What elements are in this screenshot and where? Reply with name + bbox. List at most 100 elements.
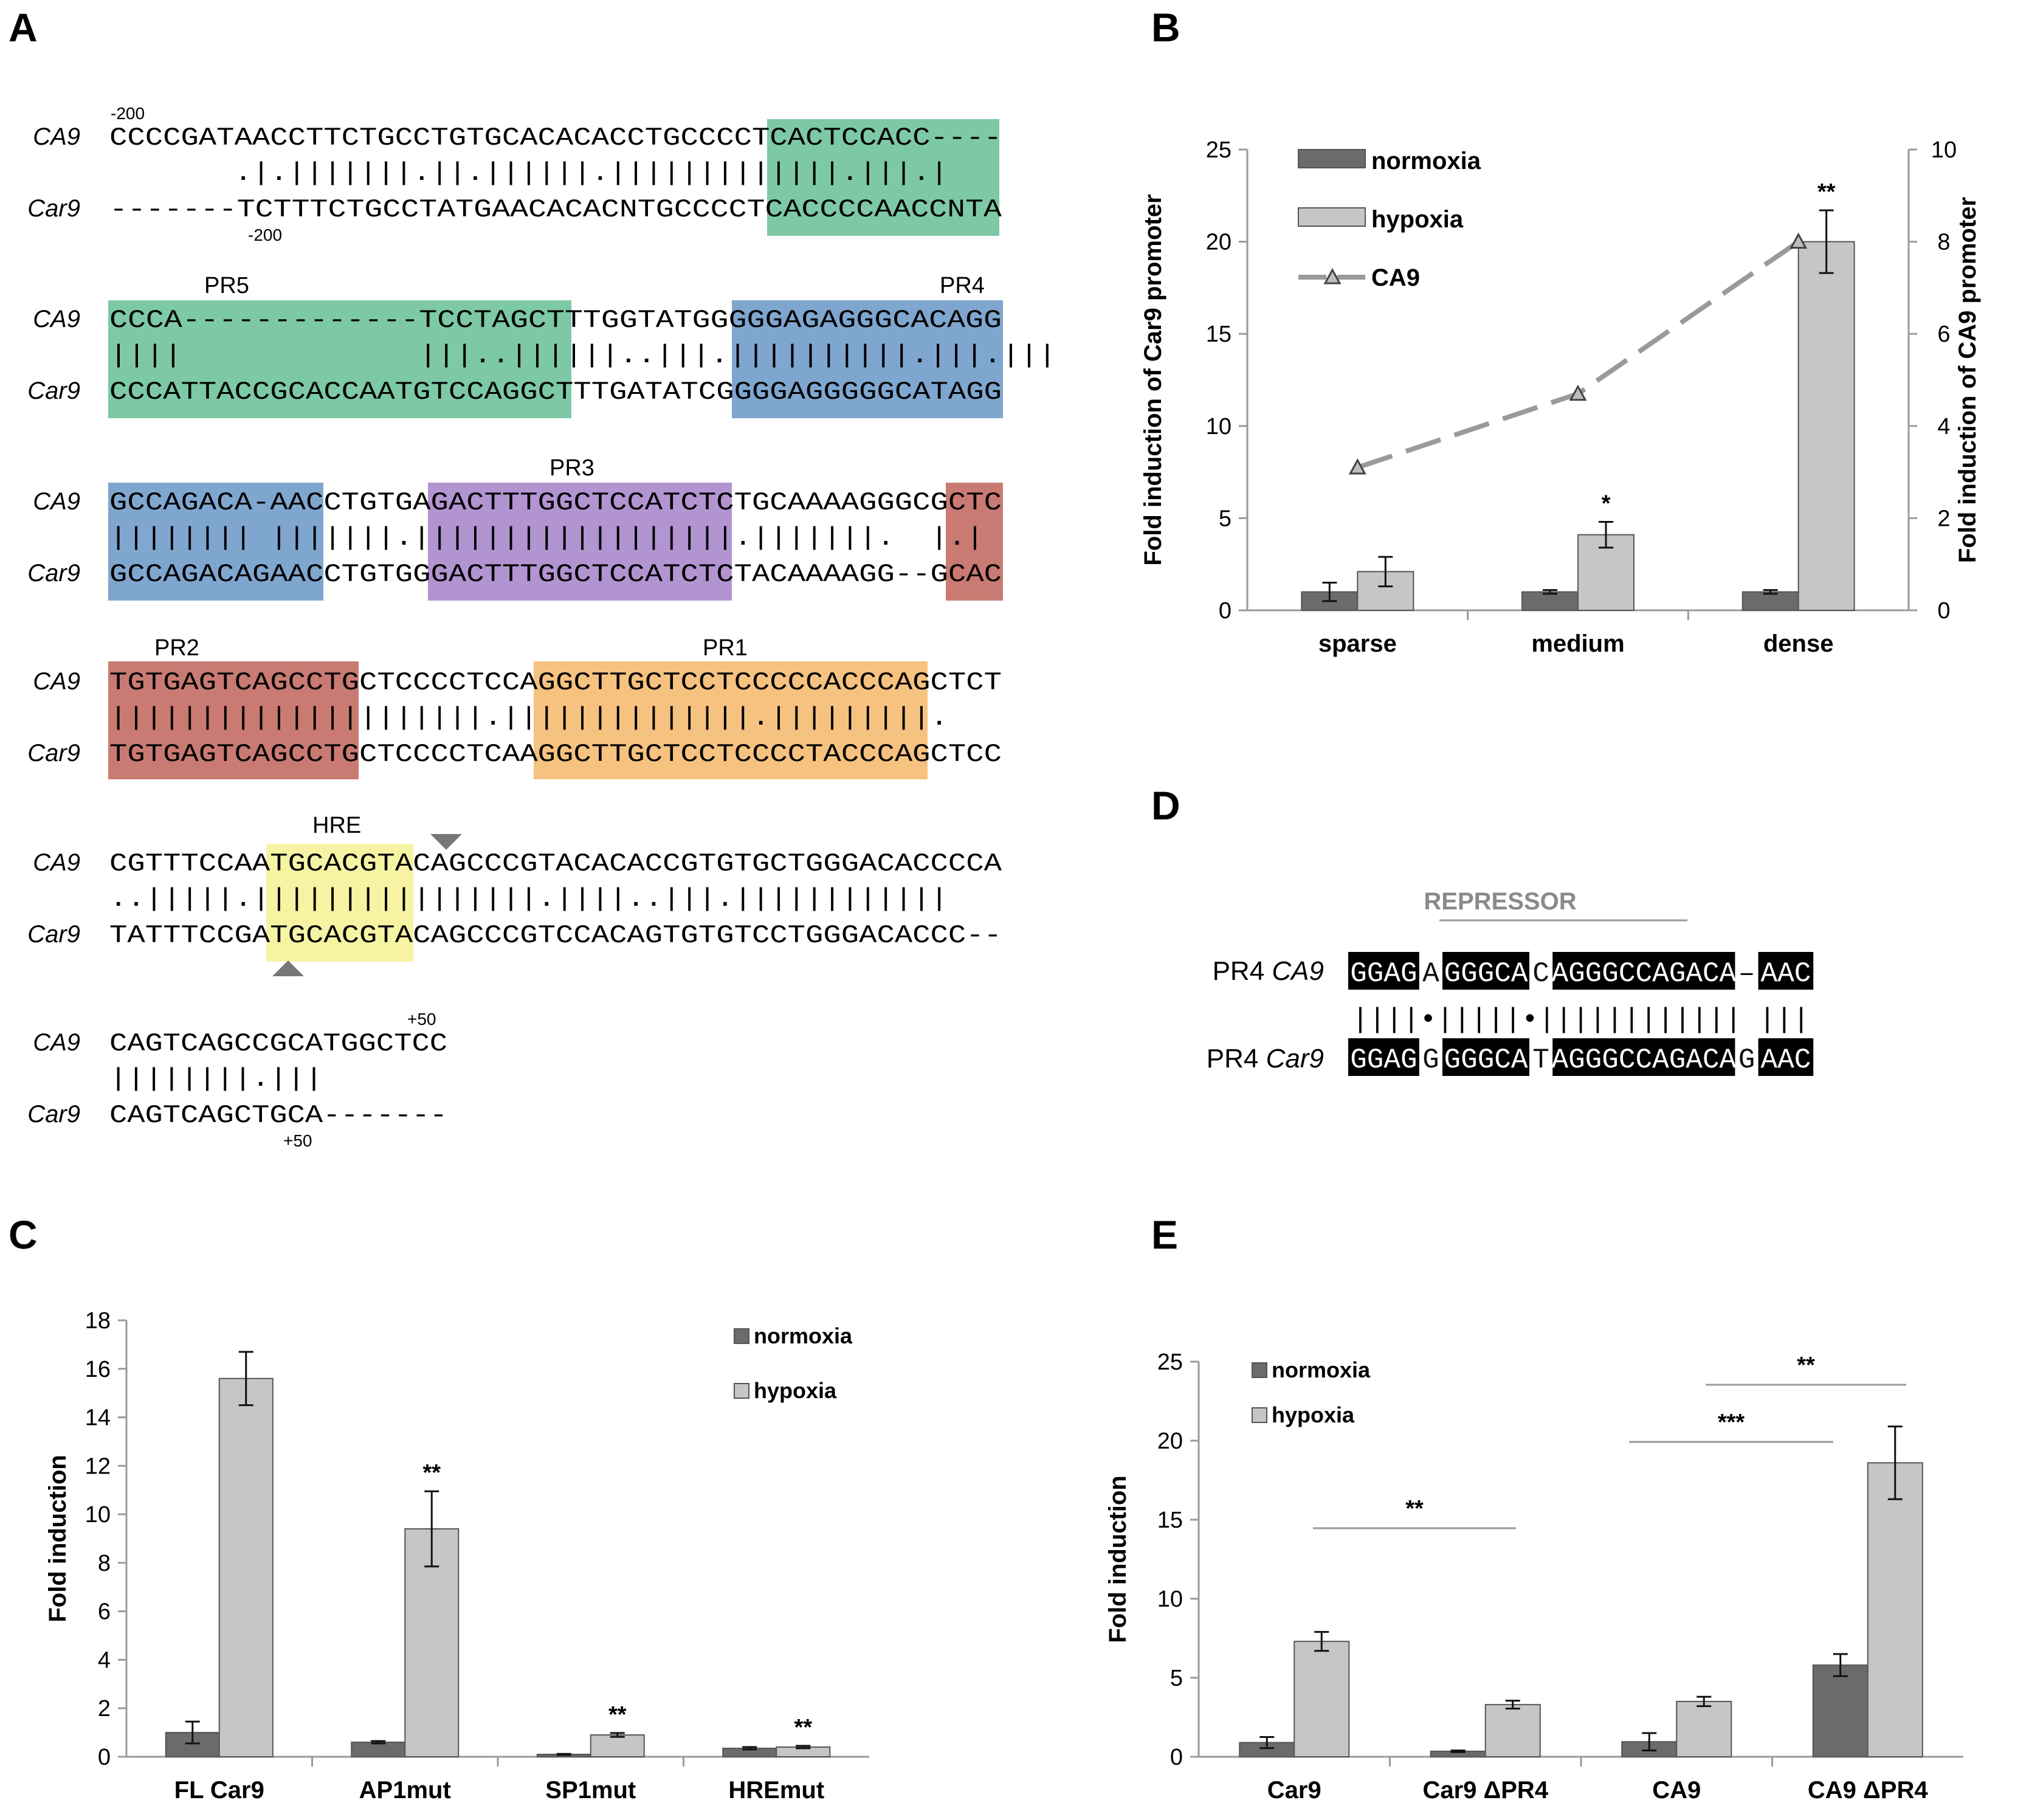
legend-swatch-normoxia xyxy=(734,1328,749,1344)
ca9-point xyxy=(1790,232,1808,249)
panel-d-match-line: ||||•|||||•|||||||||||| ||| xyxy=(1352,1004,1810,1036)
block-car9-text: AAC xyxy=(1760,1044,1811,1076)
legend-label-normoxia: normoxia xyxy=(754,1323,853,1348)
panel-label-a: A xyxy=(9,5,38,50)
highlight-pr4-row3 xyxy=(108,483,323,601)
gene-label-ca9: CA9 xyxy=(33,1029,80,1056)
block-ca9-text: AAC xyxy=(1760,958,1811,990)
ca9-point xyxy=(1569,384,1587,401)
bar-hypoxia xyxy=(218,1377,274,1758)
region-label-pr3: PR3 xyxy=(549,455,594,481)
highlight-pr5-row1 xyxy=(767,119,999,236)
pr4-ca9-gene: CA9 xyxy=(1272,956,1324,986)
gene-label-car9: Car9 xyxy=(27,740,80,767)
gene-label-car9: Car9 xyxy=(27,921,80,948)
arrow-down-icon xyxy=(430,834,462,850)
alignment-match-line: |||||||||||||||||||||.||||||||||||||.|||… xyxy=(109,703,948,732)
legend-label-hypoxia: hypoxia xyxy=(1371,206,1464,233)
region-label-pr1: PR1 xyxy=(703,635,748,661)
block-car9-text: GGGCA xyxy=(1444,1044,1528,1076)
y-tick-label: 0 xyxy=(1170,1745,1183,1770)
chart-e: 0 5 10 15 20 25 Car9 Car9 ΔPR4 CA9 CA9 ΔPR4 Fold i… xyxy=(1104,1349,1963,1804)
sequence-alignment: CA9 Car9 CCCCGATAACCTTCTGCCTGTGCACACACCTGC… xyxy=(27,104,1056,1150)
sequence-car9: GCCAGACAGAACCTGTGGGACTTTGGCTCCATCTCTACAA… xyxy=(109,560,1002,589)
block-car9-text: GGAG xyxy=(1350,1044,1417,1076)
highlight-pr5-row2 xyxy=(108,300,571,418)
pr4-ca9-label: PR4 CA9 xyxy=(1213,956,1324,986)
legend-label-hypoxia: hypoxia xyxy=(754,1378,837,1403)
block-ca9-text: AGGGCCAGACA xyxy=(1551,958,1736,990)
ca9-point xyxy=(1348,458,1366,475)
legend-label-normoxia: normoxia xyxy=(1371,148,1481,174)
y-tick-label: 14 xyxy=(85,1405,111,1431)
category-label: Car9 ΔPR4 xyxy=(1422,1777,1548,1804)
panel-label-b: B xyxy=(1151,5,1180,50)
category-label: AP1mut xyxy=(359,1777,451,1804)
alignment-match-line: ||||||||.||| xyxy=(109,1064,323,1094)
y-tick-label: 0 xyxy=(98,1745,111,1770)
sequence-car9: CCCATTACCGCACCAATGTCCAGGCTTTGATATCGGGGAG… xyxy=(109,377,1002,407)
y-tick-label: 16 xyxy=(85,1357,111,1382)
category-label: medium xyxy=(1531,630,1624,657)
sequence-ca9: CCCCGATAACCTTCTGCCTGTGCACACACCTGCCCCTCAC… xyxy=(109,123,1002,153)
alignment-match-line: |||| |||..||||||..|||.||||||||||.|||.||| xyxy=(109,341,1056,370)
highlight-pr1-row4 xyxy=(534,661,928,779)
gene-label-ca9: CA9 xyxy=(33,306,80,333)
gene-label-car9: Car9 xyxy=(27,195,80,222)
y-tick-label: 6 xyxy=(98,1599,111,1625)
position-label-car9: +50 xyxy=(283,1131,312,1150)
y-tick-label: 18 xyxy=(85,1308,111,1334)
gene-label-ca9: CA9 xyxy=(33,849,80,876)
gene-label-car9: Car9 xyxy=(27,1101,80,1128)
y-axis-label: Fold induction xyxy=(1104,1475,1131,1643)
bar-hypoxia xyxy=(1294,1641,1350,1757)
block-ca9-text: GGAG xyxy=(1350,958,1417,990)
region-label-hre: HRE xyxy=(312,813,361,838)
y-tick-label: 10 xyxy=(85,1502,111,1528)
gene-label-car9: Car9 xyxy=(27,377,80,404)
bar-hypoxia xyxy=(1676,1701,1732,1757)
region-label-pr2: PR2 xyxy=(154,635,199,661)
bar-hypoxia xyxy=(1484,1704,1541,1757)
y-tick-label: 15 xyxy=(1206,322,1232,347)
highlight-pr2-row3 xyxy=(946,483,1003,601)
repressor-header: REPRESSOR xyxy=(1424,888,1576,915)
y-tick-label: 15 xyxy=(1157,1508,1183,1533)
y2-tick-label: 2 xyxy=(1937,506,1950,531)
significance-marker: * xyxy=(1602,491,1611,516)
sequence-car9: -------TCTTTCTGCCTATGAACACACNTGCCCCTCACC… xyxy=(109,195,1002,224)
y-tick-label: 12 xyxy=(85,1453,111,1479)
y-tick-label: 4 xyxy=(98,1647,111,1673)
category-label: Car9 xyxy=(1267,1777,1321,1804)
block-car9 xyxy=(1552,1038,1735,1076)
position-label-ca9: +50 xyxy=(407,1010,436,1029)
y-tick-label: 20 xyxy=(1206,230,1232,255)
y-tick-label: 0 xyxy=(1219,598,1232,624)
sequence-ca9: TGTGAGTCAGCCTGCTCCCCTCCAGGCTTGCTCCTCCCCC… xyxy=(109,668,1002,697)
panel-d-blocks: GGAGGGAGAGGGGCAGGGCACTAGGGCCAGACAAGGGCCA… xyxy=(1348,952,1814,1076)
block-ca9 xyxy=(1552,952,1735,990)
highlight-pr3-row3 xyxy=(428,483,732,601)
category-label: sparse xyxy=(1318,630,1397,657)
comparison-marker: *** xyxy=(1718,1410,1745,1435)
y2-tick-label: 6 xyxy=(1937,322,1950,347)
bar-normoxia xyxy=(1521,591,1579,611)
legend-swatch-hypoxia xyxy=(1298,207,1366,227)
legend-label-ca9: CA9 xyxy=(1371,264,1420,291)
highlight-pr2-row4 xyxy=(108,661,359,779)
category-label: CA9 ΔPR4 xyxy=(1808,1777,1928,1804)
panel-label-c: C xyxy=(9,1212,38,1257)
legend-swatch-hypoxia xyxy=(734,1383,749,1399)
y2-tick-label: 0 xyxy=(1937,598,1950,624)
y2-tick-label: 8 xyxy=(1937,230,1950,255)
region-label-pr4: PR4 xyxy=(940,273,985,298)
comparison-marker: ** xyxy=(1405,1496,1424,1522)
alignment-match-line: |||||||| |||||||.||||||||||||||||||.||||… xyxy=(109,523,984,553)
y2-tick-label: 4 xyxy=(1937,414,1950,439)
significance-marker: ** xyxy=(1817,179,1836,205)
category-label: CA9 xyxy=(1652,1777,1701,1804)
sequence-ca9: CAGTCAGCCGCATGGCTCC xyxy=(109,1029,447,1058)
y2-axis-label: Fold induction of CA9 promoter xyxy=(1954,197,1981,563)
